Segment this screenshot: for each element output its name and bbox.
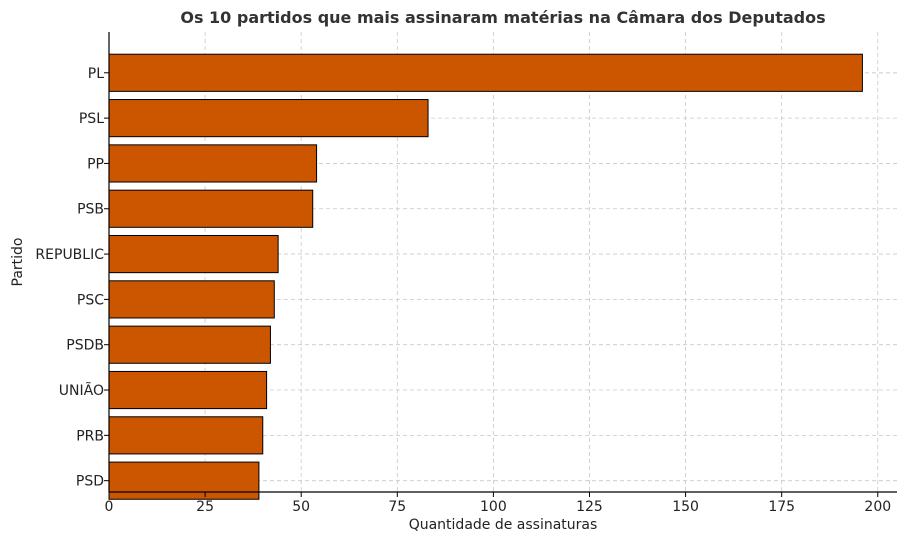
bars bbox=[108, 53, 863, 500]
y-tick-label: PSC bbox=[77, 292, 104, 308]
x-tick-label: 50 bbox=[292, 499, 310, 515]
bar-psdb bbox=[108, 325, 271, 364]
bar-psl bbox=[108, 99, 429, 138]
x-tick-label: 200 bbox=[864, 499, 891, 515]
x-tick-label: 175 bbox=[768, 499, 795, 515]
y-tick-labels: PL PSL PP PSB REPUBLIC PSC PSDB UNIÃO PRB PSD bbox=[35, 66, 104, 490]
y-tick-label: PP bbox=[87, 156, 104, 172]
bar-pp bbox=[108, 144, 318, 183]
y-axis-label: Partido bbox=[10, 238, 26, 287]
y-tick-label: PRB bbox=[76, 428, 104, 444]
y-tick-label: REPUBLIC bbox=[35, 247, 104, 263]
bar-psd bbox=[108, 461, 260, 500]
x-tick-label: 0 bbox=[105, 499, 114, 515]
bar-união bbox=[108, 370, 268, 410]
bar-prb bbox=[108, 416, 264, 455]
x-tick-label: 150 bbox=[672, 499, 699, 515]
x-tick-label: 100 bbox=[480, 499, 507, 515]
bar-republic bbox=[108, 234, 279, 274]
x-tick-labels: 0 25 50 75 100 125 150 175 200 bbox=[105, 499, 892, 515]
y-tick-label: PSD bbox=[76, 474, 104, 490]
y-tick-label: UNIÃO bbox=[59, 382, 104, 399]
y-tick-label: PL bbox=[88, 66, 104, 82]
axes bbox=[104, 32, 897, 497]
x-axis-label: Quantidade de assinaturas bbox=[409, 517, 598, 533]
x-tick-label: 125 bbox=[576, 499, 603, 515]
y-tick-label: PSB bbox=[77, 202, 104, 218]
y-tick-label: PSDB bbox=[66, 338, 104, 354]
bar-pl bbox=[108, 53, 863, 92]
bar-psc bbox=[108, 280, 275, 319]
chart-title: Os 10 partidos que mais assinaram matéri… bbox=[180, 8, 825, 27]
x-tick-label: 75 bbox=[388, 499, 406, 515]
y-tick-label: PSL bbox=[79, 111, 104, 127]
bar-psb bbox=[108, 189, 314, 228]
x-tick-label: 25 bbox=[196, 499, 214, 515]
